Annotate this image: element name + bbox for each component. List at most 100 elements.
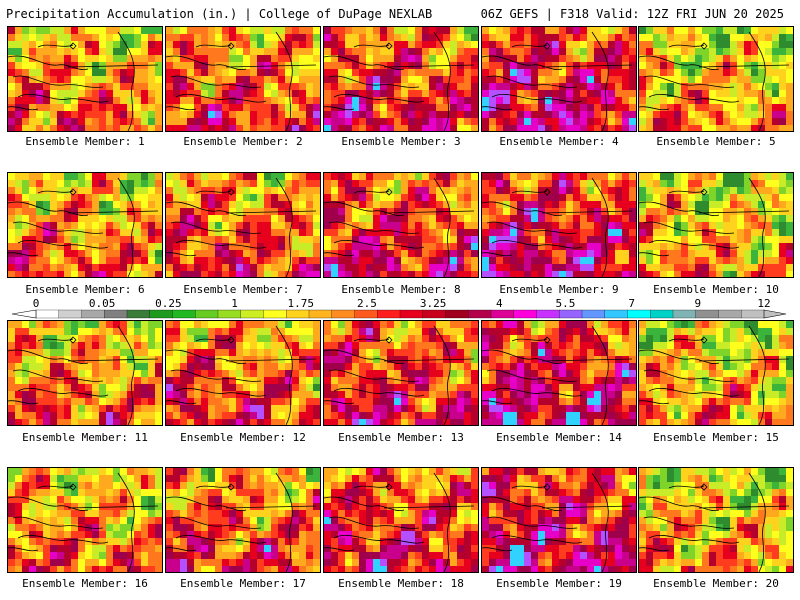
ensemble-member-label: Ensemble Member: 6: [25, 283, 145, 296]
colorbar-tick-label: 12: [757, 297, 770, 310]
map-outline: [328, 369, 420, 382]
map-outline: [383, 358, 475, 362]
colorbar-swatch: [695, 309, 719, 319]
map-outline: [648, 534, 740, 544]
ensemble-member-label: Ensemble Member: 1: [25, 135, 145, 148]
colorbar-tick-label: 7: [628, 297, 635, 310]
ensemble-member-label: Ensemble Member: 9: [499, 283, 619, 296]
map-outline: [541, 358, 633, 362]
colorbar-swatch: [399, 309, 424, 319]
map-outline: [12, 369, 104, 382]
map-outline: [166, 547, 197, 552]
ensemble-member-label: Ensemble Member: 16: [22, 577, 148, 590]
colorbar-swatch: [308, 309, 333, 319]
map-outline: [175, 93, 267, 103]
station-marker: [543, 188, 551, 196]
map-outline: [491, 534, 583, 544]
colorbar-swatch: [377, 309, 401, 319]
station-marker: [227, 483, 235, 491]
ensemble-member-map: [7, 320, 163, 426]
precip-field: [482, 173, 636, 277]
ensemble-member-map: [481, 320, 637, 426]
map-outline: [166, 400, 197, 405]
precip-field: [8, 27, 162, 131]
ensemble-member-map: [323, 26, 479, 132]
map-outline: [433, 31, 451, 131]
ensemble-member-map: [481, 172, 637, 278]
colorbar-swatch: [240, 309, 264, 319]
map-outline: [8, 400, 39, 405]
colorbar-swatch: [354, 309, 378, 319]
map-outline: [175, 239, 267, 249]
map-outline: [324, 547, 355, 552]
precip-field: [639, 173, 793, 277]
map-outline: [643, 516, 735, 529]
ensemble-member-map: [638, 172, 794, 278]
map-outline: [482, 55, 563, 71]
map-outline: [67, 210, 159, 214]
map-outline: [117, 31, 135, 131]
map-outline: [275, 177, 293, 277]
station-marker: [700, 483, 708, 491]
precip-field: [8, 321, 162, 425]
ensemble-member-label: Ensemble Member: 18: [338, 577, 464, 590]
ensemble-member-label: Ensemble Member: 14: [496, 431, 622, 444]
map-outline: [17, 239, 109, 249]
map-outline: [8, 106, 39, 111]
precip-field: [482, 321, 636, 425]
map-outline: [12, 75, 104, 88]
map-outline: [643, 221, 735, 234]
map-outline: [324, 106, 355, 111]
ensemble-member-label: Ensemble Member: 2: [183, 135, 303, 148]
map-outline: [486, 75, 578, 88]
map-outline: [324, 349, 405, 365]
map-outline: [328, 75, 420, 88]
map-outline: [748, 31, 766, 131]
map-outline: [117, 325, 135, 425]
map-outline: [166, 496, 247, 512]
ensemble-member-label: Ensemble Member: 11: [22, 431, 148, 444]
map-outline: [643, 369, 735, 382]
map-outline: [17, 534, 109, 544]
ensemble-member-map: [165, 26, 321, 132]
map-outline: [486, 516, 578, 529]
map-outline: [482, 201, 563, 217]
precip-field: [482, 468, 636, 572]
ensemble-member-map: [323, 320, 479, 426]
map-outline: [275, 31, 293, 131]
colorbar-swatch: [81, 309, 105, 319]
map-outline: [166, 252, 197, 257]
ensemble-member-map: [7, 26, 163, 132]
colorbar-swatch: [536, 309, 560, 319]
colorbar-swatch: [513, 309, 537, 319]
right-colorbar-arrow: [763, 309, 787, 319]
map-outline: [333, 387, 425, 397]
ensemble-member-label: Ensemble Member: 4: [499, 135, 619, 148]
colorbar-swatch: [286, 309, 310, 319]
station-marker: [543, 483, 551, 491]
map-outline: [12, 516, 104, 529]
colorbar-tick-label: 9: [695, 297, 702, 310]
colorbar-swatch: [126, 309, 151, 319]
colorbar-tick-label: 4: [496, 297, 503, 310]
map-outline: [748, 472, 766, 572]
colorbar-swatch: [468, 309, 492, 319]
ensemble-member-label: Ensemble Member: 15: [653, 431, 779, 444]
map-outline: [333, 93, 425, 103]
map-outline: [639, 496, 720, 512]
colorbar-swatch: [581, 309, 606, 319]
ensemble-member-label: Ensemble Member: 19: [496, 577, 622, 590]
map-outline: [324, 400, 355, 405]
colorbar-swatch: [217, 309, 242, 319]
ensemble-member-label: Ensemble Member: 7: [183, 283, 303, 296]
station-marker: [227, 188, 235, 196]
map-outline: [17, 93, 109, 103]
map-outline: [8, 201, 89, 217]
map-outline: [17, 387, 109, 397]
ensemble-member-label: Ensemble Member: 20: [653, 577, 779, 590]
ensemble-member-label: Ensemble Member: 12: [180, 431, 306, 444]
map-outline: [433, 325, 451, 425]
map-outline: [698, 64, 790, 68]
ensemble-member-label: Ensemble Member: 3: [341, 135, 461, 148]
map-outline: [324, 55, 405, 71]
